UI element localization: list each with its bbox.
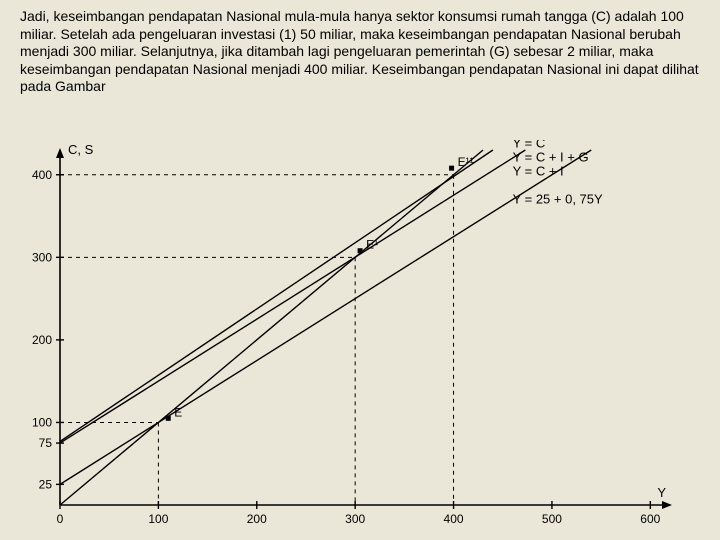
svg-text:Y = C + I + G: Y = C + I + G (513, 150, 589, 165)
svg-text:25: 25 (39, 477, 53, 491)
svg-text:C, S: C, S (68, 142, 94, 157)
paragraph-text: Jadi, keseimbangan pendapatan Nasional m… (20, 8, 700, 96)
svg-text:300: 300 (345, 512, 365, 526)
equilibrium-chart: 25 75 100 200 300 400 0 100 200 300 400 500 600 C, S Y… (20, 140, 700, 535)
svg-text:100: 100 (148, 512, 168, 526)
svg-text:600: 600 (640, 512, 660, 526)
svg-text:100: 100 (32, 415, 52, 429)
svg-text:300: 300 (32, 250, 52, 264)
svg-text:Y = C + I: Y = C + I (513, 164, 564, 179)
svg-text:E¹¹: E¹¹ (458, 155, 474, 169)
svg-text:200: 200 (247, 512, 267, 526)
svg-text:200: 200 (32, 333, 52, 347)
svg-text:400: 400 (444, 512, 464, 526)
svg-text:Y = 25 + 0, 75Y: Y = 25 + 0, 75Y (513, 192, 603, 207)
svg-text:75: 75 (39, 436, 53, 450)
svg-text:E¹: E¹ (366, 238, 378, 252)
svg-text:E: E (174, 405, 182, 419)
svg-text:0: 0 (57, 512, 64, 526)
svg-text:Y: Y (657, 485, 666, 500)
svg-text:500: 500 (542, 512, 562, 526)
svg-text:400: 400 (32, 168, 52, 182)
